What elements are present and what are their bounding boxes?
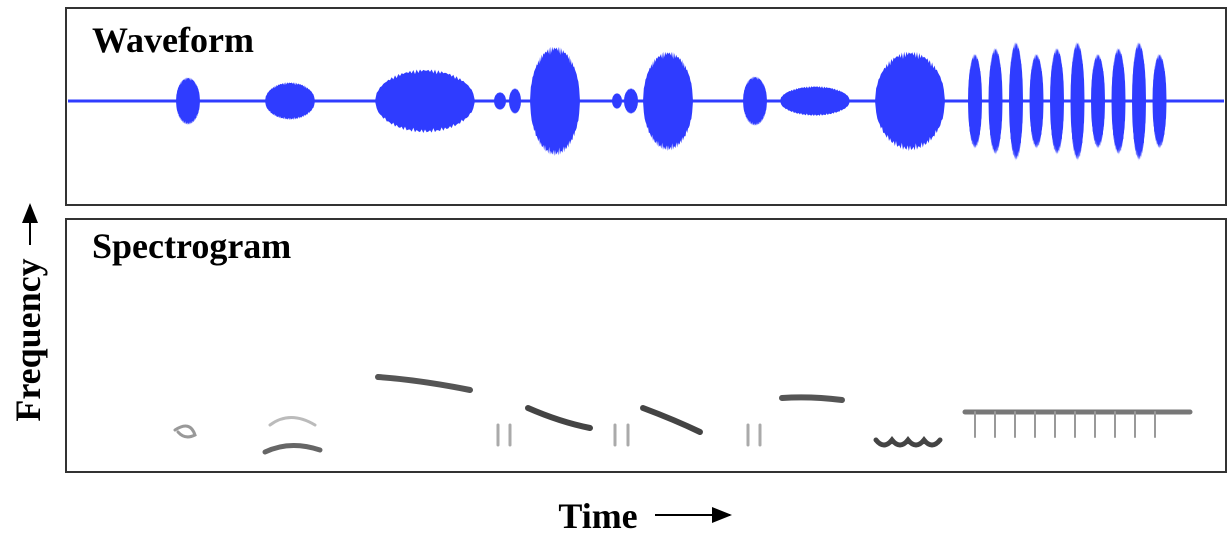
waveform-title: Waveform — [92, 20, 254, 60]
y-axis-label: Frequency — [8, 258, 48, 421]
spectrogram-title: Spectrogram — [92, 226, 291, 266]
figure: Waveform Spectrogram Frequency Time — [0, 0, 1228, 538]
spectro-trace — [782, 397, 842, 400]
x-axis-label: Time — [558, 496, 637, 536]
